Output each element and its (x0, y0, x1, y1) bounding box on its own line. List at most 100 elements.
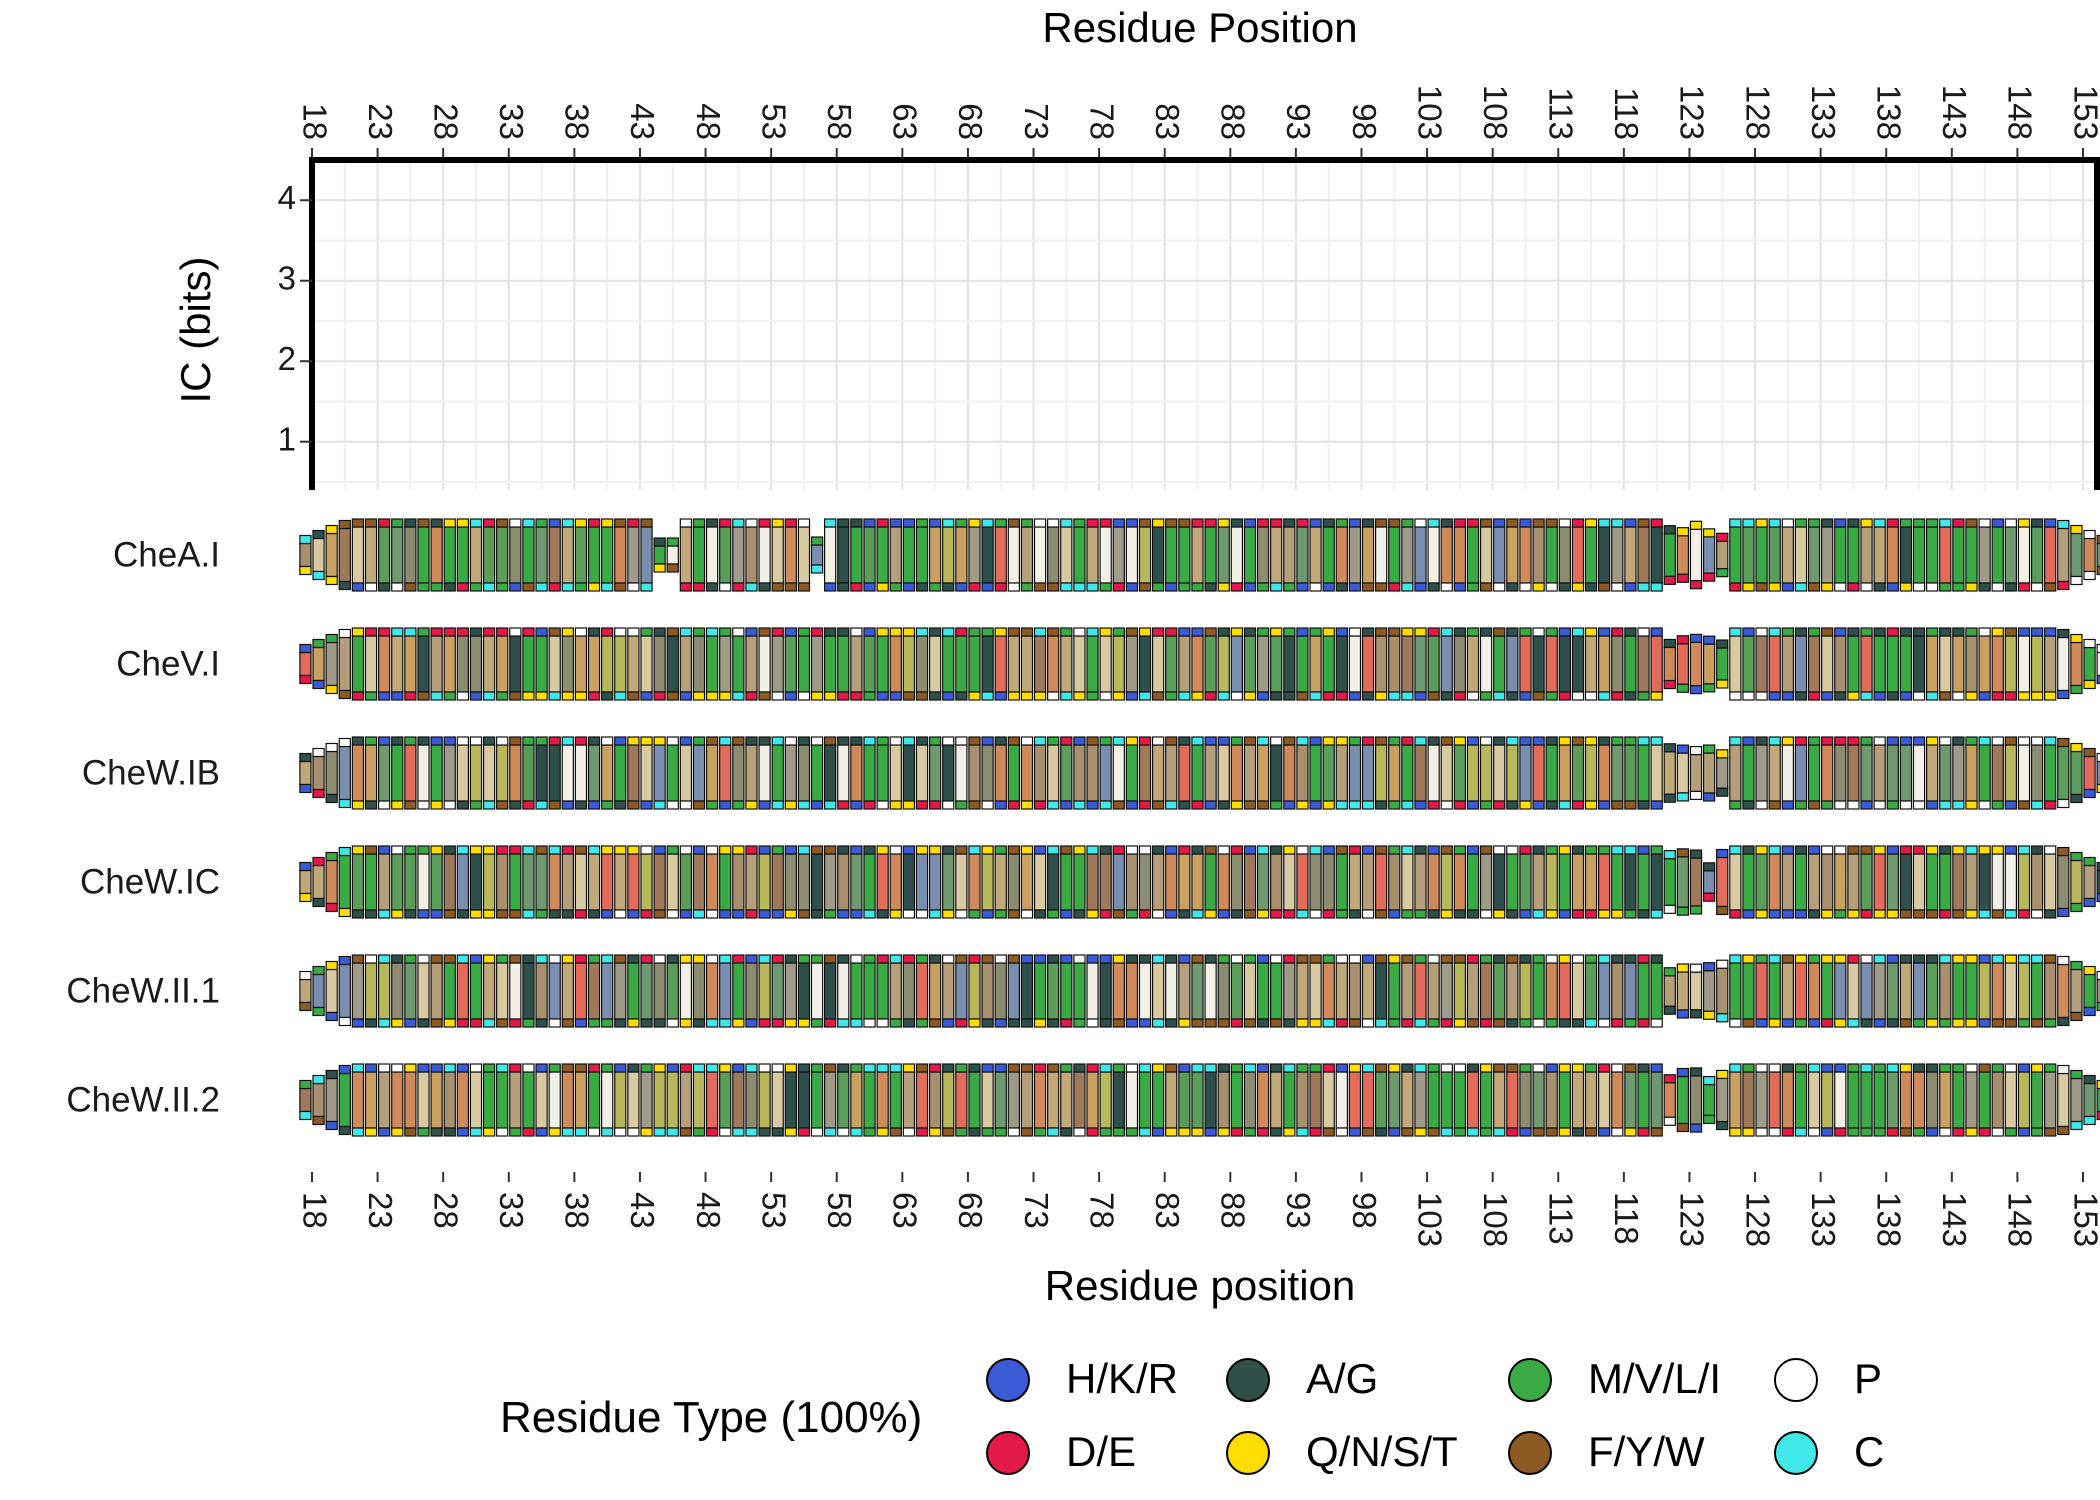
residue-cap-bottom (1978, 909, 1991, 919)
residue-column (666, 962, 679, 1020)
residue-cap-bottom (1440, 582, 1453, 592)
residue-column (692, 1071, 706, 1129)
residue-cap-top (1952, 736, 1965, 746)
residue-cap-top (561, 518, 574, 528)
residue-cap-bottom (1807, 582, 1821, 592)
residue-column (876, 1071, 889, 1129)
residue-column (1453, 962, 1467, 1020)
residue-column (1047, 853, 1060, 911)
residue-cap-top (1912, 736, 1926, 746)
residue-cap-top (2096, 970, 2100, 981)
residue-column (1047, 962, 1060, 1020)
residue-cap-bottom (994, 1127, 1007, 1137)
residue-cap-bottom (574, 582, 588, 592)
residue-cap-top (758, 845, 771, 855)
residue-cap-top (1388, 1063, 1401, 1073)
residue-cap-bottom (1112, 582, 1125, 592)
residue-column (1479, 526, 1493, 584)
residue-column (627, 635, 640, 693)
top-tick-label: 58 (821, 103, 858, 140)
residue-cap-bottom (797, 1018, 811, 1028)
residue-cap-top (509, 845, 522, 855)
residue-column (1847, 635, 1860, 693)
residue-cap-bottom (2044, 909, 2057, 919)
residue-cap-bottom (732, 1127, 745, 1137)
residue-column (837, 744, 850, 802)
residue-cap-bottom (1676, 1122, 1690, 1133)
residue-column (404, 635, 417, 693)
residue-column (469, 853, 483, 911)
residue-cap-top (824, 627, 837, 637)
residue-cap-bottom (1283, 800, 1296, 810)
residue-cap-bottom (1834, 691, 1847, 701)
residue-cap-top (601, 518, 614, 528)
residue-cap-bottom (1243, 909, 1257, 919)
residue-column (1716, 1077, 1729, 1123)
residue-cap-top (1611, 954, 1624, 964)
residue-column (653, 744, 666, 802)
residue-column (2070, 1077, 2083, 1123)
residue-cap-bottom (824, 691, 837, 701)
residue-cap-bottom (1912, 582, 1926, 592)
residue-cap-bottom (1598, 691, 1611, 701)
residue-cap-bottom (1624, 909, 1637, 919)
residue-column (1912, 635, 1926, 693)
residue-column (1414, 853, 1427, 911)
residue-cap-top (1138, 954, 1152, 964)
residue-cap-top (968, 954, 981, 964)
residue-cap-top (1335, 1063, 1348, 1073)
residue-column (1611, 962, 1624, 1020)
residue-column (863, 1071, 876, 1129)
residue-column (417, 635, 430, 693)
residue-cap-bottom (1912, 909, 1926, 919)
residue-cap-top (430, 736, 443, 746)
residue-column (1768, 635, 1781, 693)
residue-cap-top (1099, 736, 1112, 746)
residue-column (1440, 744, 1453, 802)
residue-cap-top (653, 1063, 666, 1073)
residue-cap-bottom (1768, 691, 1781, 701)
residue-cap-top (1178, 627, 1191, 637)
residue-cap-bottom (797, 691, 811, 701)
residue-cap-bottom (1466, 800, 1480, 810)
residue-cap-top (1374, 627, 1388, 637)
residue-column (1138, 962, 1152, 1020)
residue-cap-bottom (1558, 582, 1571, 592)
residue-column (1768, 526, 1781, 584)
residue-cap-bottom (1073, 909, 1086, 919)
residue-column (745, 635, 758, 693)
residue-cap-top (1978, 518, 1991, 528)
residue-cap-top (1821, 954, 1834, 964)
residue-column (942, 526, 955, 584)
residue-cap-top (1663, 1074, 1676, 1084)
residue-cap-top (1204, 1063, 1217, 1073)
residue-cap-bottom (981, 1018, 994, 1028)
residue-cap-top (1440, 954, 1453, 964)
residue-cap-top (1729, 954, 1742, 964)
residue-cap-top (784, 736, 797, 746)
residue-cap-top (1138, 1063, 1152, 1073)
top-tick-label: 48 (690, 103, 727, 140)
residue-cap-bottom (1532, 800, 1545, 810)
residue-cap-bottom (1860, 909, 1873, 919)
residue-cap-bottom (1755, 1018, 1768, 1028)
residue-cap-top (1939, 518, 1952, 528)
residue-column (1099, 526, 1112, 584)
residue-cap-top (1978, 1063, 1991, 1073)
residue-cap-bottom (1270, 691, 1283, 701)
residue-cap-top (2017, 954, 2031, 964)
residue-column (1847, 1071, 1860, 1129)
residue-column (692, 853, 706, 911)
residue-cap-bottom (1637, 1127, 1650, 1137)
residue-cap-bottom (1965, 691, 1978, 701)
residue-cap-bottom (1899, 909, 1913, 919)
residue-cap-bottom (2044, 691, 2057, 701)
residue-cap-top (889, 736, 902, 746)
residue-column (876, 526, 889, 584)
residue-cap-bottom (1073, 582, 1086, 592)
residue-cap-bottom (391, 1127, 404, 1137)
residue-cap-bottom (1584, 800, 1598, 810)
residue-column (719, 526, 732, 584)
residue-column (1663, 751, 1676, 795)
residue-cap-bottom (1033, 1127, 1047, 1137)
